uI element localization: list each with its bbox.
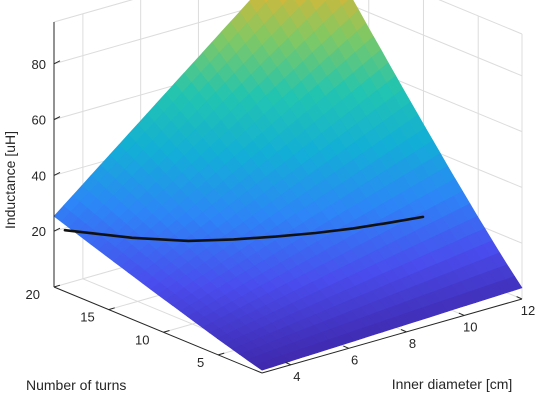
x-tick-label: 6	[351, 352, 358, 367]
x-tick	[516, 296, 523, 300]
z-tick	[53, 227, 61, 232]
z-tick-label: 80	[32, 57, 46, 72]
y-tick-label: 10	[135, 332, 149, 347]
surface-patch	[338, 0, 349, 7]
z-tick-label: 60	[32, 113, 46, 128]
z-tick-label: 20	[32, 224, 46, 239]
z-axis-label: Inductance [uH]	[2, 131, 18, 229]
y-tick-label: 20	[26, 287, 40, 302]
y-tick	[53, 284, 61, 288]
x-tick	[400, 329, 407, 333]
series-layer	[63, 215, 425, 243]
surface-patch	[278, 0, 288, 6]
y-axis-label: Number of turns	[26, 377, 126, 393]
y-tick	[218, 352, 225, 356]
box-edge	[438, 0, 523, 35]
surface-patch	[253, 361, 272, 371]
x-tick	[285, 361, 292, 366]
series-line	[63, 215, 425, 243]
y-tick	[108, 307, 115, 311]
surface-patch	[263, 0, 269, 4]
z-tick	[53, 116, 61, 121]
surface	[53, 0, 523, 371]
z-tick	[53, 60, 61, 65]
axis-layer: 4 6 8 10 12 5 10 15 20 20 40 60 80	[26, 22, 535, 384]
y-tick-label: 5	[197, 355, 204, 370]
x-axis-line	[261, 298, 523, 374]
x-tick-label: 8	[409, 336, 416, 351]
box-edge	[53, 0, 134, 23]
y-tick	[163, 329, 170, 333]
x-tick-label: 12	[521, 303, 535, 318]
x-tick	[343, 345, 349, 349]
y-axis-line	[53, 286, 263, 374]
x-tick	[458, 312, 465, 316]
x-tick-label: 10	[463, 319, 477, 334]
z-tick-label: 40	[32, 168, 46, 183]
y-tick-label: 15	[80, 310, 94, 325]
x-axis-label: Inner diameter [cm]	[392, 376, 513, 392]
z-tick	[53, 171, 61, 176]
x-tick-label: 4	[293, 369, 300, 384]
